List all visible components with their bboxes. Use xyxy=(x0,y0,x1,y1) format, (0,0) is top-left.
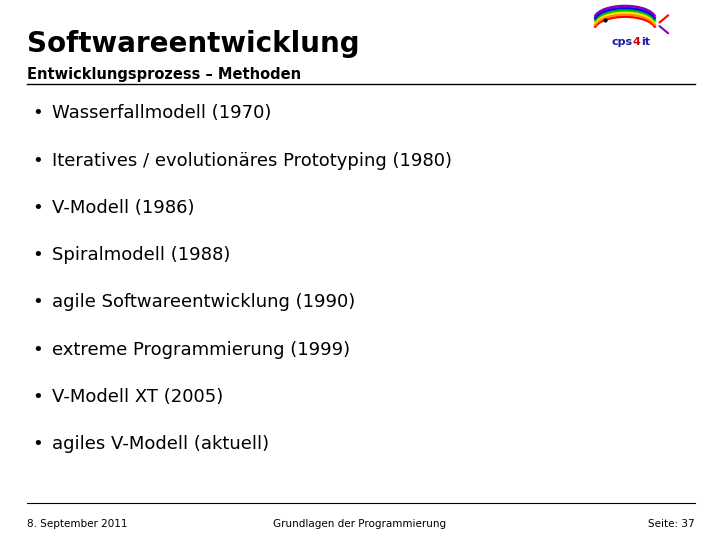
Text: agile Softwareentwicklung (1990): agile Softwareentwicklung (1990) xyxy=(52,293,355,312)
Text: •: • xyxy=(32,388,42,406)
Text: 8. September 2011: 8. September 2011 xyxy=(27,519,128,529)
Text: •: • xyxy=(32,104,42,123)
Text: Seite: 37: Seite: 37 xyxy=(648,519,695,529)
Text: extreme Programmierung (1999): extreme Programmierung (1999) xyxy=(52,341,350,359)
Text: Wasserfallmodell (1970): Wasserfallmodell (1970) xyxy=(52,104,271,123)
Text: •: • xyxy=(32,435,42,453)
Text: Grundlagen der Programmierung: Grundlagen der Programmierung xyxy=(274,519,446,529)
Text: •: • xyxy=(32,341,42,359)
Text: cps: cps xyxy=(611,37,632,46)
Text: it: it xyxy=(642,37,651,46)
Text: •: • xyxy=(32,246,42,264)
Text: 4: 4 xyxy=(632,37,640,46)
Text: Spiralmodell (1988): Spiralmodell (1988) xyxy=(52,246,230,264)
Text: Iteratives / evolutionäres Prototyping (1980): Iteratives / evolutionäres Prototyping (… xyxy=(52,152,452,170)
Text: V-Modell (1986): V-Modell (1986) xyxy=(52,199,194,217)
Text: Softwareentwicklung: Softwareentwicklung xyxy=(27,30,360,58)
Text: •: • xyxy=(32,199,42,217)
Text: •: • xyxy=(32,152,42,170)
Text: V-Modell XT (2005): V-Modell XT (2005) xyxy=(52,388,223,406)
Text: •: • xyxy=(32,293,42,312)
Text: Entwicklungsprozess – Methoden: Entwicklungsprozess – Methoden xyxy=(27,68,302,83)
Text: agiles V-Modell (aktuell): agiles V-Modell (aktuell) xyxy=(52,435,269,453)
